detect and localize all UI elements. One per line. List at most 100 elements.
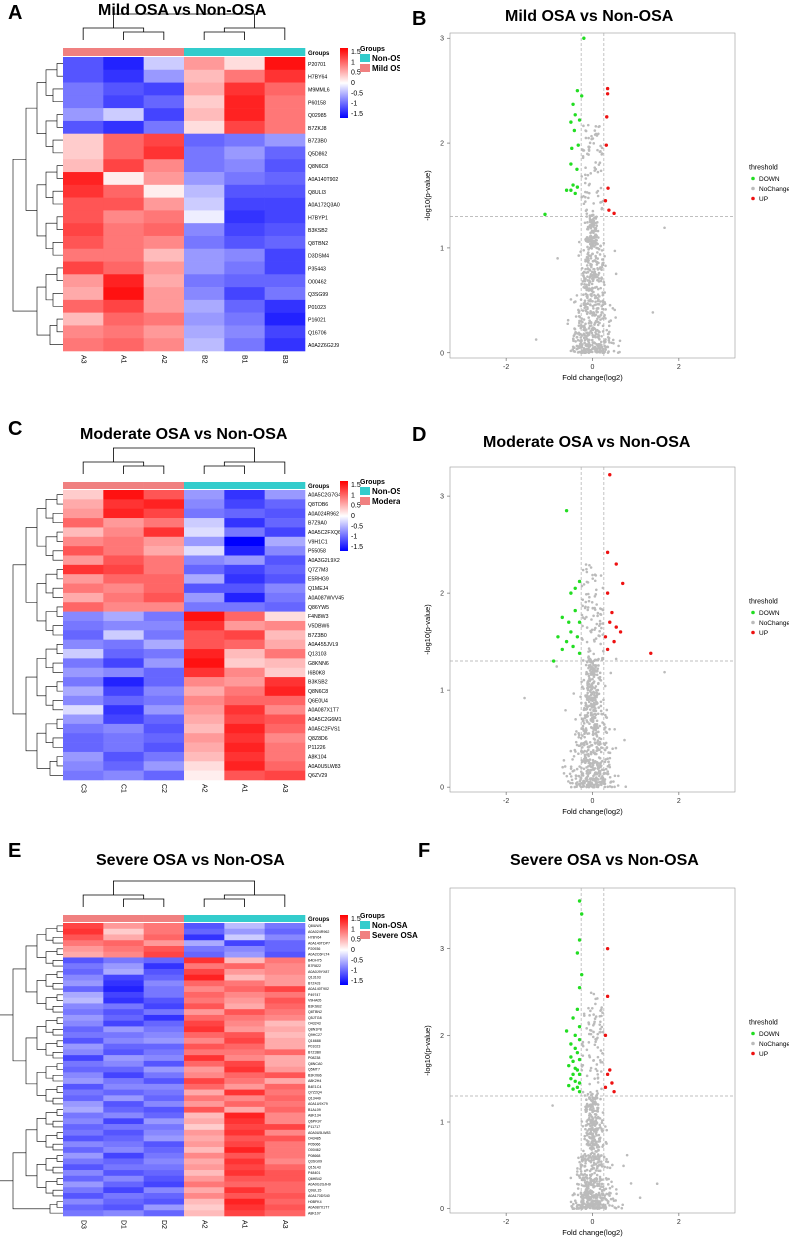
heatmap-cell <box>264 1078 306 1085</box>
heatmap-cell <box>143 274 185 288</box>
nochange-point <box>599 313 603 317</box>
nochange-point <box>598 161 602 164</box>
heatmap-cell <box>143 761 185 771</box>
nochange-point <box>580 613 584 617</box>
heatmap-cell <box>143 639 185 650</box>
nochange-point <box>576 1193 580 1197</box>
nochange-point <box>596 659 600 662</box>
heatmap-cell <box>184 649 225 659</box>
dendrogram-branch <box>45 171 57 198</box>
heatmap-cell <box>143 649 185 659</box>
heatmap-cell <box>143 197 185 211</box>
heatmap-cell <box>184 1072 225 1079</box>
nochange-point <box>599 612 602 616</box>
nochange-point <box>597 1133 601 1137</box>
heatmap-cell <box>184 1043 225 1050</box>
nochange-point <box>598 774 601 778</box>
nochange-point <box>595 1130 598 1134</box>
nochange-point <box>598 748 601 752</box>
nochange-point <box>593 270 597 274</box>
nochange-point <box>582 757 586 761</box>
heatmap-cell <box>184 957 225 964</box>
y-tick-label: 3 <box>440 946 444 953</box>
dendrogram-branch <box>45 222 57 250</box>
heatmap-cell <box>143 1003 185 1010</box>
heatmap-cell <box>103 677 144 687</box>
column-label: A1 <box>120 355 127 364</box>
nochange-point <box>572 754 576 758</box>
heatmap-cell <box>184 751 225 762</box>
nochange-point <box>589 991 593 995</box>
y-tick-label: 1 <box>440 688 444 695</box>
dendrogram-branch <box>36 980 46 1004</box>
down-point <box>575 1085 580 1090</box>
heatmap-cell <box>143 1204 185 1211</box>
heatmap-cell <box>184 1164 225 1171</box>
up-point <box>603 635 608 639</box>
up-point <box>612 211 616 216</box>
nochange-point <box>582 583 586 586</box>
heatmap-cell <box>264 210 306 224</box>
heatmap-cell <box>63 649 104 659</box>
nochange-point <box>585 208 589 212</box>
down-point <box>564 508 569 513</box>
nochange-point <box>609 781 612 784</box>
nochange-point <box>592 675 596 679</box>
nochange-point <box>599 704 603 708</box>
nochange-point <box>594 313 598 317</box>
nochange-point <box>523 696 526 700</box>
nochange-point <box>601 633 605 637</box>
heatmap-cell <box>63 1009 104 1016</box>
nochange-point <box>599 286 602 290</box>
heatmap-cell <box>103 1072 144 1079</box>
scale-tick-label: 1 <box>351 926 355 933</box>
heatmap-cell <box>143 630 185 640</box>
nochange-point <box>584 605 587 609</box>
heatmap-cell <box>264 235 306 250</box>
dendrogram-branch <box>52 88 63 103</box>
down-point <box>575 88 580 93</box>
nochange-point <box>581 1155 585 1159</box>
nochange-point <box>594 1095 598 1098</box>
heatmap-cell <box>103 1043 144 1050</box>
legend-label-down: DOWN <box>759 176 780 183</box>
heatmap-cell <box>184 325 225 339</box>
row-label: A0A172Q3A0 <box>308 203 340 209</box>
nochange-point <box>591 1190 595 1194</box>
nochange-point <box>569 749 573 753</box>
up-point <box>605 92 610 96</box>
row-label: Q8TBN2 <box>308 241 328 247</box>
row-label: P11226 <box>308 745 326 751</box>
dendrogram-branch <box>0 1014 13 1182</box>
nochange-point <box>589 1152 593 1156</box>
heatmap-cell <box>63 934 104 941</box>
nochange-point <box>589 1106 592 1110</box>
heatmap-cell <box>264 957 306 964</box>
dendrogram-branch <box>56 971 63 978</box>
nochange-point <box>603 778 607 781</box>
group-cell <box>143 48 185 56</box>
dendrogram-branch <box>45 1089 57 1102</box>
heatmap-cell <box>264 1106 306 1113</box>
nochange-point <box>596 1207 600 1210</box>
nochange-point <box>582 324 586 328</box>
nochange-point <box>591 733 595 736</box>
row-label: A0A087X1T7 <box>308 708 339 714</box>
down-point <box>567 1063 571 1068</box>
heatmap-cell <box>224 82 265 96</box>
dendrogram-branch <box>56 267 63 281</box>
heatmap-cell <box>224 1009 265 1016</box>
heatmap-cell <box>184 963 225 970</box>
nochange-point <box>612 780 615 783</box>
heatmap-cell <box>184 57 225 71</box>
nochange-point <box>580 1068 584 1072</box>
nochange-point <box>600 263 604 267</box>
nochange-point <box>577 752 580 756</box>
heatmap-cell <box>224 770 265 781</box>
down-point <box>569 591 573 595</box>
heatmap-cell <box>143 705 185 715</box>
nochange-point <box>592 1107 595 1110</box>
nochange-point <box>583 338 587 342</box>
dendrogram-branch <box>56 1017 63 1024</box>
heatmap-cell <box>264 1032 306 1039</box>
